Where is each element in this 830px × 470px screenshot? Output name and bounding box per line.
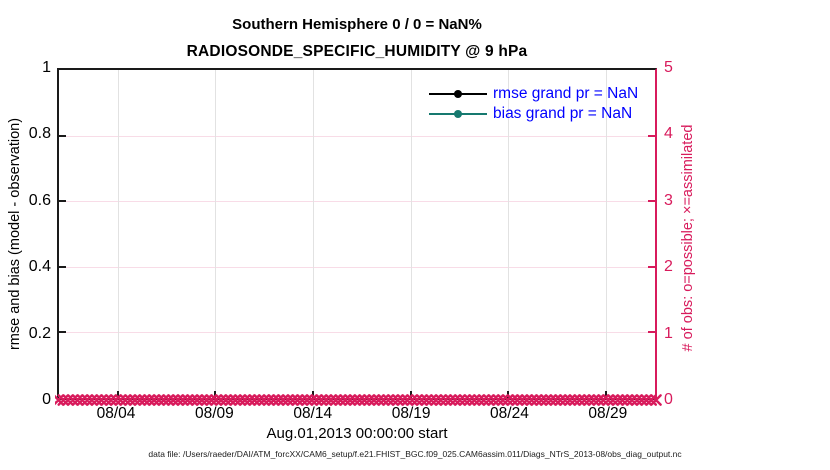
right-y-tick-label: 2 xyxy=(664,258,673,276)
right-y-tick-label: 0 xyxy=(664,391,673,408)
horizontal-gridline xyxy=(59,266,655,268)
x-tick-label: 08/24 xyxy=(490,405,529,422)
right-y-tick xyxy=(648,331,655,334)
x-tick-label: 08/09 xyxy=(194,405,234,422)
chart-title-line2: RADIOSONDE_SPECIFIC_HUMIDITY @ 9 hPa xyxy=(186,43,528,60)
x-tick-label: 08/14 xyxy=(293,405,333,422)
x-tick xyxy=(312,391,314,398)
x-axis-label: Aug.01,2013 00:00:00 start xyxy=(266,425,448,442)
left-y-tick xyxy=(59,134,66,137)
legend-line-sample xyxy=(429,110,487,118)
chart-title-line1: Southern Hemisphere 0 / 0 = NaN% xyxy=(232,16,482,33)
legend-marker-dot xyxy=(454,110,462,118)
left-y-tick-label: 0.8 xyxy=(28,125,51,143)
horizontal-gridline xyxy=(59,135,655,137)
vertical-gridline xyxy=(410,70,412,398)
x-tick-label: 08/19 xyxy=(391,405,431,422)
left-y-tick-label: 1 xyxy=(42,59,51,76)
vertical-gridline xyxy=(606,70,608,398)
x-tick-label: 08/29 xyxy=(588,405,628,422)
left-y-tick xyxy=(59,265,66,268)
legend-line-sample xyxy=(429,90,487,98)
left-y-axis-label: rmse and bias (model - observation) xyxy=(7,117,23,351)
legend-entry-label: rmse grand pr = NaN xyxy=(493,85,639,102)
vertical-gridline xyxy=(508,70,510,398)
left-y-tick xyxy=(59,331,66,334)
left-y-tick xyxy=(59,200,66,203)
right-y-axis-label: # of obs: o=possible; ×=assimilated xyxy=(680,124,696,352)
right-y-tick-label: 3 xyxy=(664,191,673,209)
horizontal-gridline xyxy=(59,201,655,203)
left-y-tick-label: 0.4 xyxy=(28,258,51,276)
assimilated-x-markers xyxy=(55,394,662,406)
right-y-tick-label: 5 xyxy=(664,59,673,76)
vertical-gridline xyxy=(313,70,314,398)
legend: rmse grand pr = NaN bias grand pr = NaN xyxy=(429,84,638,124)
legend-entry: rmse grand pr = NaN xyxy=(429,84,638,104)
right-y-tick-label: 4 xyxy=(664,125,673,143)
left-y-tick-label: 0 xyxy=(42,391,51,408)
left-y-tick-label: 0.6 xyxy=(28,191,51,209)
x-tick xyxy=(409,391,412,398)
chart-title: Southern Hemisphere 0 / 0 = NaN% RADIOSO… xyxy=(57,11,657,65)
right-y-tick xyxy=(648,134,655,137)
plot-area xyxy=(57,68,657,400)
obs-count-marker-band xyxy=(55,394,662,406)
x-tick-label: 08/04 xyxy=(96,405,136,422)
data-file-path: data file: /Users/raeder/DAI/ATM_forcXX/… xyxy=(148,449,682,459)
legend-entry: bias grand pr = NaN xyxy=(429,104,638,124)
horizontal-gridline xyxy=(59,332,655,334)
x-tick xyxy=(605,391,608,398)
legend-entry-label: bias grand pr = NaN xyxy=(493,105,633,122)
legend-marker-dot xyxy=(454,90,462,98)
right-y-tick xyxy=(648,200,655,203)
vertical-gridline xyxy=(215,70,217,398)
x-tick xyxy=(116,391,119,398)
right-y-tick-label: 1 xyxy=(664,324,673,342)
left-y-tick-label: 0.2 xyxy=(28,324,51,342)
right-y-tick xyxy=(648,265,655,268)
vertical-gridline xyxy=(117,70,119,398)
